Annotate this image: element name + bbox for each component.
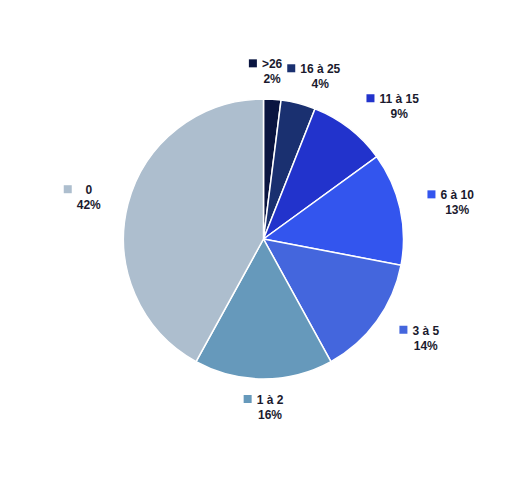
- category-label: 0: [85, 183, 92, 197]
- data-label: 1 à 216%: [244, 393, 284, 422]
- value-label: 13%: [445, 203, 469, 217]
- category-label: >26: [262, 57, 283, 71]
- label-marker: [64, 185, 72, 193]
- data-label: >262%: [249, 57, 283, 86]
- data-label: 11 à 159%: [366, 92, 419, 121]
- value-label: 16%: [258, 408, 282, 422]
- data-label: 6 à 1013%: [427, 188, 474, 217]
- category-label: 1 à 2: [257, 393, 284, 407]
- label-marker: [244, 395, 252, 403]
- label-marker: [366, 94, 374, 102]
- label-marker: [399, 326, 407, 334]
- value-label: 14%: [414, 339, 438, 353]
- labels: >262%16 à 254%11 à 159%6 à 1013%3 à 514%…: [64, 57, 474, 422]
- slice: [124, 99, 264, 362]
- data-label: 042%: [64, 183, 101, 212]
- value-label: 9%: [390, 107, 408, 121]
- category-label: 11 à 15: [379, 92, 419, 106]
- category-label: 16 à 25: [300, 62, 340, 76]
- slices: [124, 99, 404, 379]
- category-label: 6 à 10: [440, 188, 474, 202]
- value-label: 42%: [77, 198, 101, 212]
- label-marker: [249, 59, 257, 67]
- label-marker: [287, 64, 295, 72]
- value-label: 2%: [263, 72, 281, 86]
- data-label: 16 à 254%: [287, 62, 340, 91]
- category-label: 3 à 5: [412, 324, 439, 338]
- value-label: 4%: [312, 77, 330, 91]
- chart: >262%16 à 254%11 à 159%6 à 1013%3 à 514%…: [0, 0, 527, 478]
- data-label: 3 à 514%: [399, 324, 439, 353]
- label-marker: [427, 190, 435, 198]
